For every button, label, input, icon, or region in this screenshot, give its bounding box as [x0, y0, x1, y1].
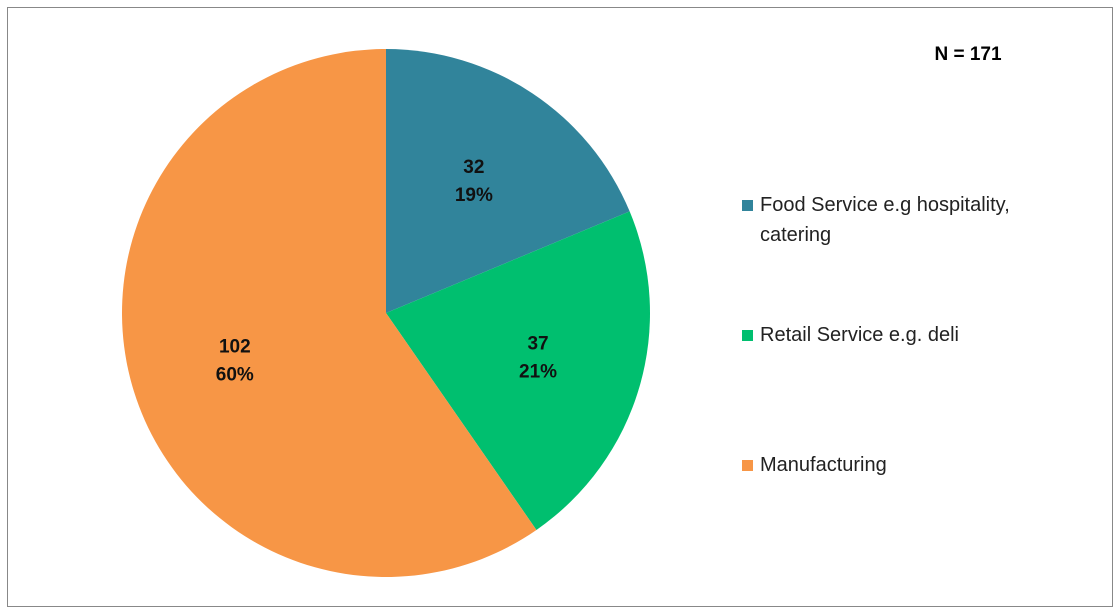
- data-label: 37: [527, 334, 548, 355]
- legend-swatch: [742, 200, 753, 211]
- percent-label: 21%: [519, 362, 557, 383]
- legend-label: Food Service e.g hospitality, catering: [760, 194, 1010, 246]
- legend-swatch: [742, 330, 753, 341]
- pie-slice: [121, 49, 537, 577]
- legend-item: Manufacturing: [742, 450, 1072, 480]
- percent-label: 19%: [455, 185, 493, 206]
- percent-label: 60%: [216, 364, 254, 385]
- annotation: N = 171: [934, 44, 1002, 65]
- pie-slice: [386, 211, 650, 530]
- data-label: 102: [219, 336, 251, 357]
- pie-slice: [386, 49, 630, 313]
- legend-item: Retail Service e.g. deli: [742, 320, 1072, 350]
- data-label: 32: [463, 157, 484, 178]
- legend-label: Retail Service e.g. deli: [760, 324, 959, 346]
- legend-label: Manufacturing: [760, 454, 887, 476]
- legend-item: Food Service e.g hospitality, catering: [742, 190, 1072, 250]
- legend-swatch: [742, 460, 753, 471]
